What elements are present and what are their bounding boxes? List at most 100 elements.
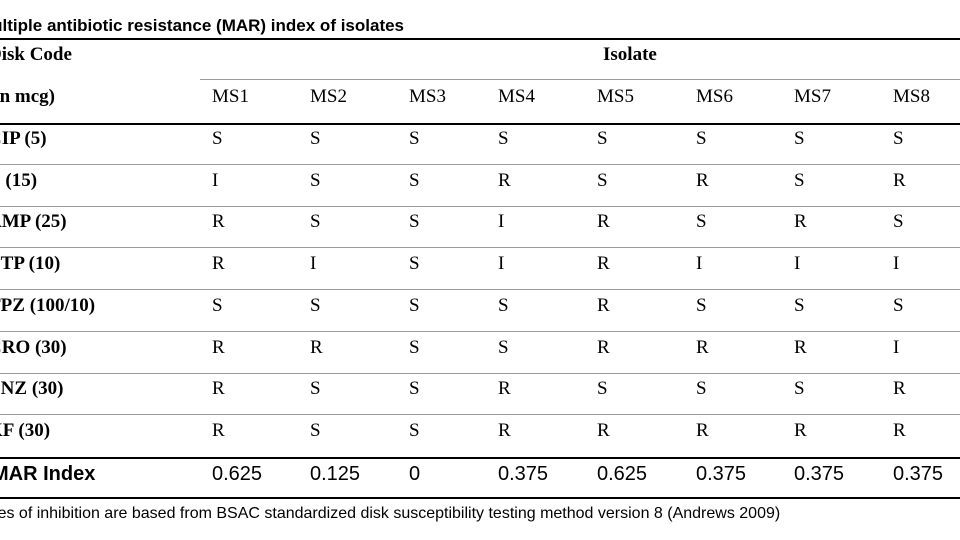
header-isolate-group: Isolate [603, 44, 657, 65]
row-value: R [794, 211, 807, 233]
row-value: R [794, 419, 807, 441]
header-bottom-rule [0, 123, 960, 125]
row-value: R [696, 419, 709, 441]
row-value: S [893, 294, 904, 316]
row-disk-code: AMP (25) [0, 211, 67, 233]
row-value: I [310, 253, 317, 275]
row-value: R [310, 336, 323, 358]
row-value: R [696, 336, 709, 358]
row-value: S [696, 128, 707, 149]
isolate-header-2: MS2 [310, 86, 347, 107]
row-value: R [212, 419, 225, 441]
row-disk-code: CIP (5) [0, 128, 47, 149]
row-value: S [498, 128, 509, 149]
row-value: S [696, 211, 707, 233]
mar-index-value: 0 [409, 463, 421, 485]
isolate-header-6: MS6 [696, 86, 733, 107]
row-separator [0, 164, 960, 165]
header-group-rule [200, 79, 960, 80]
table-title: Multiple antibiotic resistance (MAR) ind… [0, 16, 405, 35]
row-value: I [893, 336, 900, 358]
row-value: S [597, 128, 608, 149]
row-value: S [696, 378, 707, 400]
row-value: R [696, 169, 709, 191]
row-value: I [498, 253, 505, 275]
isolate-header-8: MS8 [893, 86, 930, 107]
row-value: S [794, 378, 805, 400]
row-value: S [597, 378, 608, 400]
row-disk-code: ETP (10) [0, 253, 61, 275]
header-disk-code: Disk Code [0, 44, 72, 65]
row-value: S [794, 128, 805, 149]
row-value: R [893, 378, 906, 400]
row-separator [0, 247, 960, 248]
row-value: S [409, 336, 420, 358]
row-value: S [498, 336, 509, 358]
row-value: S [310, 419, 321, 441]
mar-index-value: 0.625 [212, 463, 263, 485]
row-value: S [409, 128, 420, 149]
row-separator [0, 206, 960, 207]
row-disk-code: TPZ (100/10) [0, 294, 96, 316]
row-value: S [794, 294, 805, 316]
row-value: R [212, 336, 225, 358]
row-value: S [310, 128, 321, 149]
mar-index-value: 0.125 [310, 463, 361, 485]
row-value: R [212, 378, 225, 400]
row-value: R [597, 211, 610, 233]
row-value: S [498, 294, 509, 316]
row-value: S [212, 128, 223, 149]
row-value: R [597, 253, 610, 275]
row-value: I [696, 253, 703, 275]
isolate-header-3: MS3 [409, 86, 446, 107]
table-top-rule [0, 38, 960, 40]
mar-index-label: MAR Index [0, 463, 96, 485]
isolate-header-5: MS5 [597, 86, 634, 107]
row-value: S [310, 169, 321, 191]
row-value: R [597, 336, 610, 358]
table-bottom-rule [0, 497, 960, 499]
row-value: S [893, 128, 904, 149]
row-separator [0, 373, 960, 374]
row-value: S [409, 419, 420, 441]
row-value: I [498, 211, 505, 233]
row-value: S [409, 211, 420, 233]
mar-index-value: 0.375 [893, 463, 944, 485]
row-separator [0, 331, 960, 332]
isolate-header-4: MS4 [498, 86, 535, 107]
row-value: R [597, 419, 610, 441]
row-value: S [409, 294, 420, 316]
mar-index-value: 0.375 [794, 463, 845, 485]
mar-index-value: 0.375 [696, 463, 747, 485]
row-value: S [409, 169, 420, 191]
mar-index-value: 0.625 [597, 463, 648, 485]
row-value: S [409, 378, 420, 400]
row-value: R [498, 378, 511, 400]
row-value: R [597, 294, 610, 316]
row-value: S [310, 211, 321, 233]
row-value: I [794, 253, 801, 275]
row-separator [0, 414, 960, 415]
row-value: S [597, 169, 608, 191]
row-value: R [498, 169, 511, 191]
row-value: I [893, 253, 900, 275]
row-disk-code: LNZ (30) [0, 378, 64, 400]
row-value: R [794, 336, 807, 358]
row-value: S [310, 294, 321, 316]
row-value: S [310, 378, 321, 400]
row-value: I [212, 169, 219, 191]
row-disk-code: E (15) [0, 169, 38, 191]
row-value: S [212, 294, 223, 316]
row-disk-code: CRO (30) [0, 336, 67, 358]
table-footnote: Zones of inhibition are based from BSAC … [0, 505, 781, 522]
row-value: S [794, 169, 805, 191]
row-value: R [212, 211, 225, 233]
row-value: R [212, 253, 225, 275]
header-disk-unit: (in mcg) [0, 86, 56, 107]
row-disk-code: KF (30) [0, 419, 51, 441]
row-value: S [696, 294, 707, 316]
row-value: R [893, 419, 906, 441]
mar-index-value: 0.375 [498, 463, 549, 485]
row-value: S [893, 211, 904, 233]
row-value: S [409, 253, 420, 275]
